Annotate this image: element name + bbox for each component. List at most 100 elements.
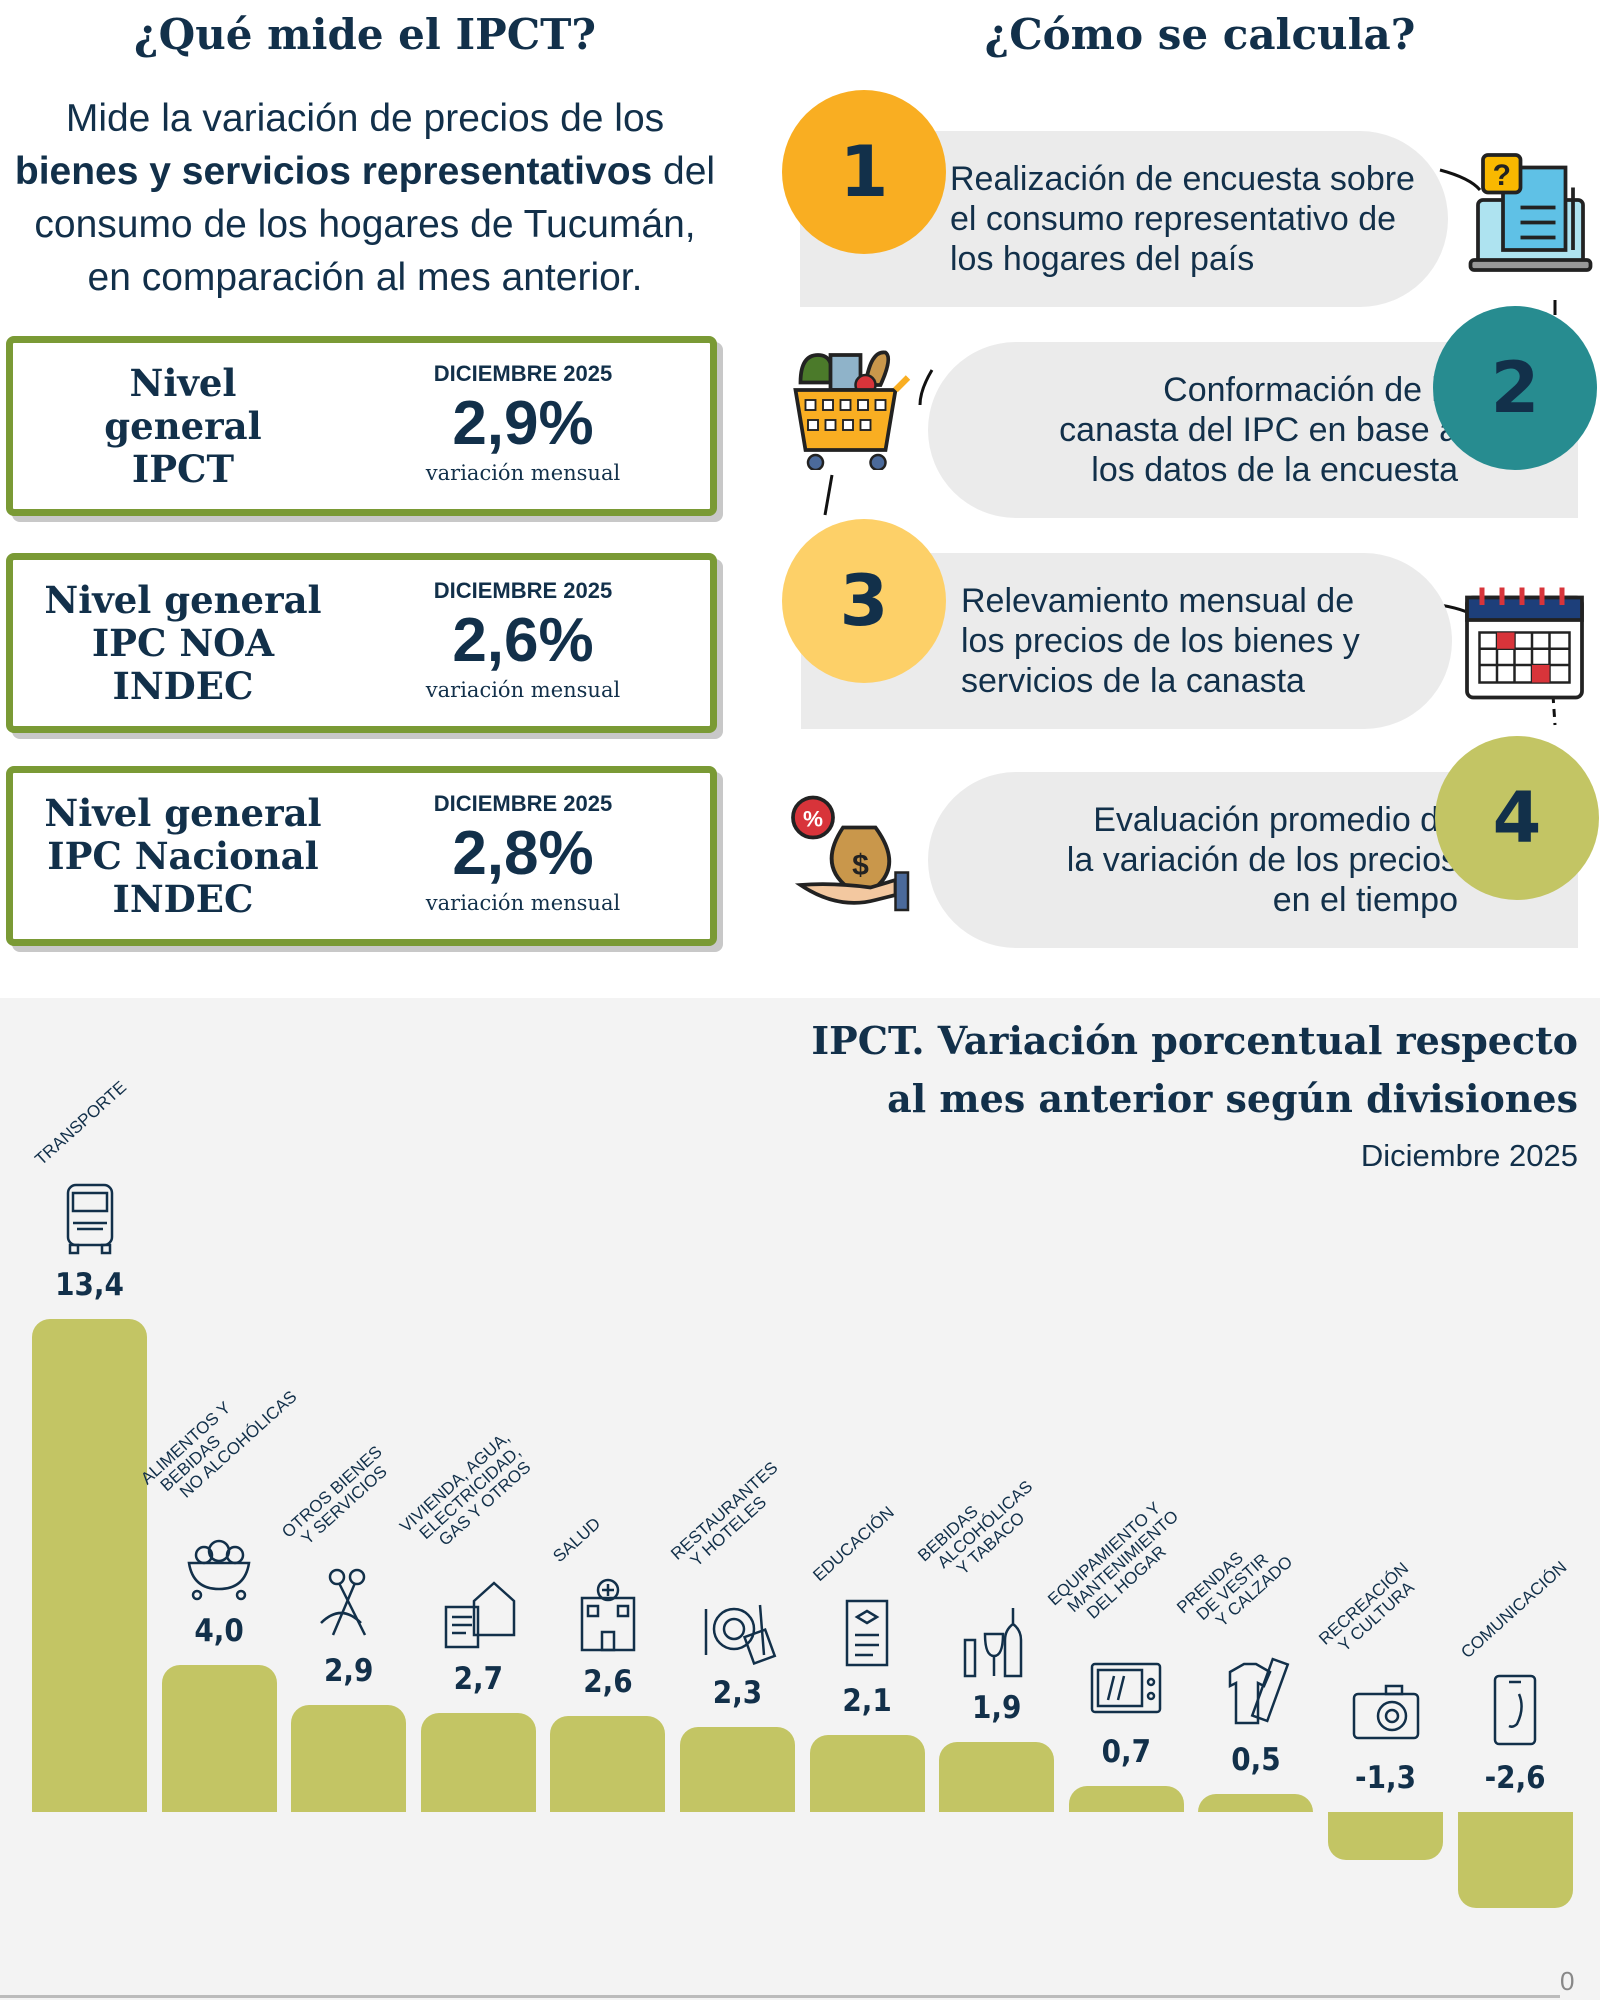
chart-title: IPCT. Variación porcentual respecto al m… <box>811 1012 1578 1128</box>
step-4-number: 4 <box>1435 736 1599 900</box>
value-label: 13,4 <box>55 1266 124 1303</box>
bar <box>1068 1786 1184 1812</box>
house-bills-icon <box>438 1571 518 1651</box>
value-label: -1,3 <box>1355 1760 1416 1796</box>
plate-cutlery-icon <box>698 1585 778 1666</box>
value-label: 2,7 <box>453 1660 503 1697</box>
indicator-value: 2,8% <box>452 819 594 888</box>
step-text-line: la variación de los precios <box>1066 841 1458 879</box>
description-line: consumo de los hogares de Tucumán, <box>34 203 696 246</box>
description-line: Mide la variación de precios de los <box>65 97 665 140</box>
indicator-box: Nivel general IPC Nacional INDEC DICIEMBRE … <box>6 766 717 946</box>
left-title: ¿Qué mide el IPCT? <box>134 10 596 59</box>
indicator-name-line: IPC Nacional <box>47 833 319 878</box>
indicator-value-block: DICIEMBRE 2025 2,8% variación mensual <box>393 791 653 915</box>
microwave-icon <box>1086 1644 1166 1724</box>
phone-icon <box>1475 1670 1555 1750</box>
step-text-line: Evaluación promedio de <box>1093 801 1458 839</box>
calendar-icon <box>1462 580 1587 705</box>
bar <box>420 1712 536 1812</box>
bar <box>1328 1812 1443 1860</box>
bus-icon <box>50 1177 130 1257</box>
indicator-name-line: general <box>104 403 262 448</box>
description-bold: bienes y servicios representativos <box>14 150 653 193</box>
right-title: ¿Cómo se calcula? <box>984 10 1416 59</box>
bar <box>680 1727 795 1812</box>
indicator-month: DICIEMBRE 2025 <box>433 578 613 603</box>
chart-subtitle: Diciembre 2025 <box>1360 1138 1578 1173</box>
diploma-icon <box>827 1593 907 1673</box>
step-2-number: 2 <box>1433 306 1597 470</box>
scissors-icon <box>309 1563 389 1643</box>
indicator-name: Nivel general IPC NOA INDEC <box>23 560 343 726</box>
indicator-box: Nivel general IPC NOA INDEC DICIEMBRE 2025 2… <box>6 553 717 733</box>
indicator-name-lines: Nivel general IPC Nacional INDEC <box>44 790 322 921</box>
description-line: en comparación al mes anterior. <box>87 256 643 299</box>
indicator-name-lines: Nivel general IPC NOA INDEC <box>44 578 321 708</box>
chart-title-line: al mes anterior según divisiones <box>887 1076 1578 1121</box>
hospital-icon <box>568 1574 648 1654</box>
bar <box>550 1716 666 1812</box>
indicator-month: DICIEMBRE 2025 <box>433 361 613 386</box>
step-text-line: el consumo representativo de <box>950 200 1397 238</box>
bar <box>32 1318 147 1812</box>
zero-label: 0 <box>1560 1966 1575 1996</box>
indicator-name-line: INDEC <box>112 663 254 708</box>
svg-text:?: ? <box>1493 159 1511 192</box>
bar <box>939 1742 1055 1812</box>
step-text-line: servicios de la canasta <box>961 662 1305 700</box>
bar <box>809 1734 925 1812</box>
indicator-name-line: IPCT <box>131 446 235 491</box>
indicator-name: Nivel general IPCT <box>23 343 343 509</box>
value-label: 2,6 <box>583 1664 633 1701</box>
bar <box>1198 1793 1314 1812</box>
indicator-unit: variación mensual <box>425 891 621 915</box>
indicator-name-line: INDEC <box>112 876 254 921</box>
value-label: 2,1 <box>842 1682 892 1719</box>
x-axis-line <box>0 1995 1560 1998</box>
indicator-name-line: Nivel general <box>44 790 322 835</box>
indicator-box: Nivel general IPCT DICIEMBRE 2025 2,9% variac… <box>6 336 717 516</box>
value-label: 2,9 <box>323 1653 374 1690</box>
value-label: 1,9 <box>971 1690 1022 1727</box>
step-text: Relevamiento mensual de los precios de lo… <box>961 553 1360 729</box>
step-text: Conformación de la canasta del IPC en bas… <box>1059 342 1458 518</box>
value-label: 0,7 <box>1101 1734 1151 1771</box>
indicator-unit: variación mensual <box>425 678 621 702</box>
step-2-card: Conformación de la canasta del IPC en bas… <box>928 342 1578 518</box>
description-rest: del <box>652 150 716 193</box>
indicator-value: 2,9% <box>452 389 594 458</box>
indicator-name-line: Nivel <box>129 360 237 405</box>
step-text-line: los precios de los bienes y <box>961 622 1360 660</box>
food-bowl-icon <box>179 1523 259 1603</box>
svg-text:%: % <box>803 806 823 831</box>
step-1-number: 1 <box>782 90 946 254</box>
value-label: 4,0 <box>194 1612 244 1649</box>
step-text-line: Conformación de la <box>1163 371 1458 409</box>
indicator-value-block: DICIEMBRE 2025 2,9% variación mensual <box>393 361 653 485</box>
clothes-icon <box>1216 1652 1296 1732</box>
bar <box>291 1705 407 1812</box>
step-3-number: 3 <box>782 519 946 683</box>
description: Mide la variación de precios de los bien… <box>0 92 730 304</box>
indicator-name: Nivel general IPC Nacional INDEC <box>23 773 343 939</box>
indicator-name-lines: Nivel general IPCT <box>104 360 262 491</box>
value-label: -2,6 <box>1484 1760 1546 1796</box>
chart-title-line: IPCT. Variación porcentual respecto <box>811 1018 1578 1063</box>
survey-laptop-icon: ? <box>1468 150 1593 275</box>
svg-text:$: $ <box>852 849 869 882</box>
indicator-value: 2,6% <box>452 606 594 675</box>
step-text-line: en el tiempo <box>1272 881 1458 919</box>
step-text-line: los hogares del país <box>950 240 1255 278</box>
step-text-line: canasta del IPC en base a <box>1059 411 1458 449</box>
indicator-unit: variación mensual <box>425 461 621 485</box>
money-bag-hand-icon: % $ <box>788 790 913 915</box>
step-text-line: Relevamiento mensual de <box>961 582 1355 620</box>
bar <box>1457 1812 1573 1908</box>
value-label: 0,5 <box>1231 1741 1281 1778</box>
step-text: Evaluación promedio de la variación de lo… <box>1067 772 1458 948</box>
indicator-value-block: DICIEMBRE 2025 2,6% variación mensual <box>393 578 653 702</box>
wine-bottle-icon <box>957 1600 1037 1680</box>
value-label: 2,3 <box>712 1675 763 1712</box>
camera-icon <box>1346 1670 1426 1750</box>
